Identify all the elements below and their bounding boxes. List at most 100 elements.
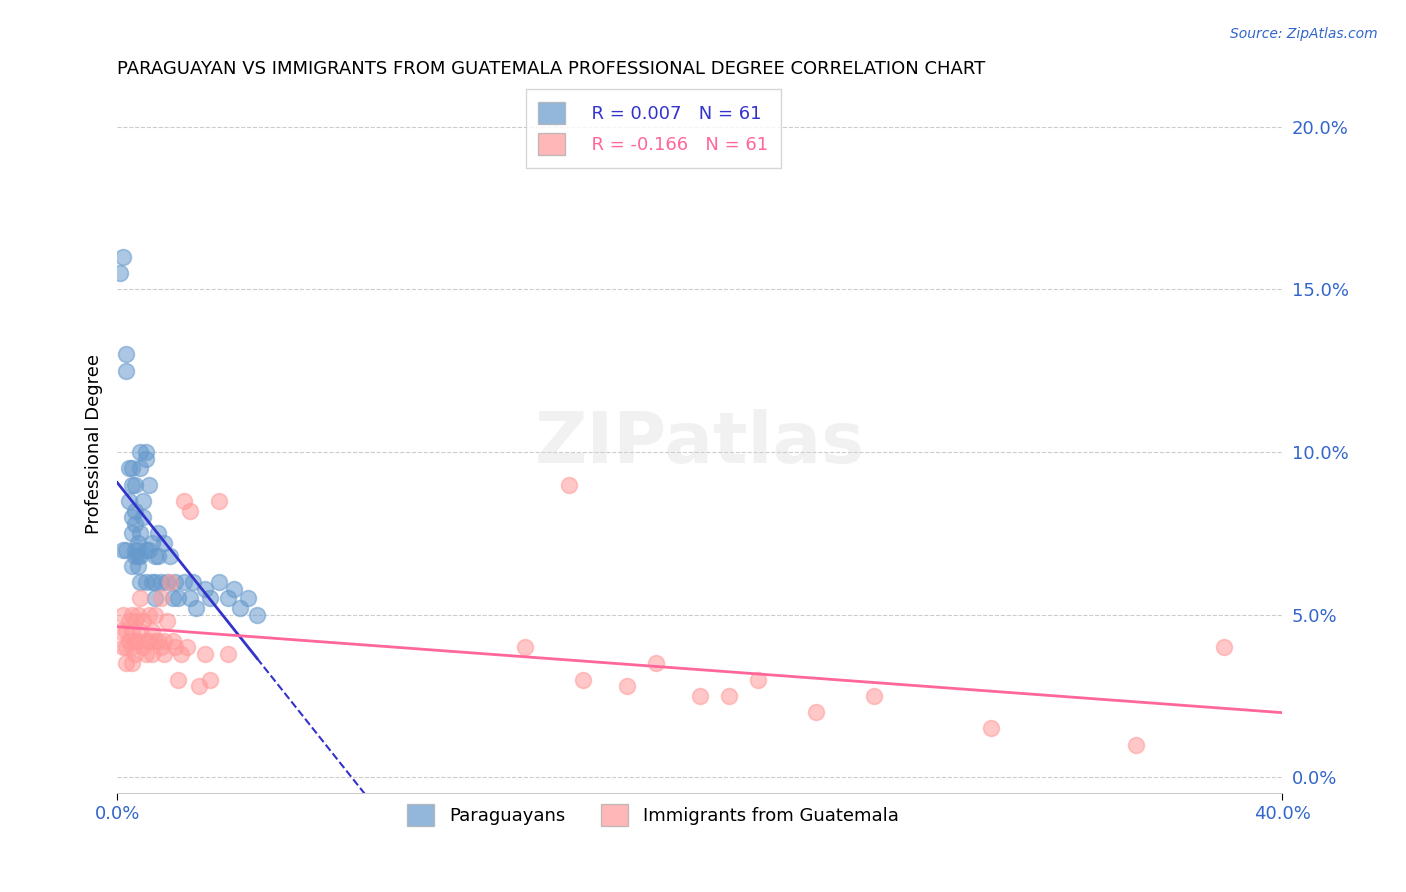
Point <box>162 591 184 606</box>
Point <box>141 536 163 550</box>
Point <box>124 542 146 557</box>
Point <box>115 640 138 654</box>
Point <box>804 705 827 719</box>
Point <box>1212 640 1234 654</box>
Legend: Paraguayans, Immigrants from Guatemala: Paraguayans, Immigrants from Guatemala <box>401 797 905 833</box>
Point <box>135 542 157 557</box>
Point <box>152 536 174 550</box>
Point <box>132 640 155 654</box>
Y-axis label: Professional Degree: Professional Degree <box>86 354 103 534</box>
Point <box>149 575 172 590</box>
Point <box>228 601 250 615</box>
Point <box>149 591 172 606</box>
Point <box>138 607 160 622</box>
Point <box>124 647 146 661</box>
Point <box>689 689 711 703</box>
Point <box>138 477 160 491</box>
Point <box>127 607 149 622</box>
Point <box>173 575 195 590</box>
Point <box>222 582 245 596</box>
Point <box>170 647 193 661</box>
Point <box>200 591 222 606</box>
Point <box>143 575 166 590</box>
Point <box>127 536 149 550</box>
Point <box>132 614 155 628</box>
Point <box>118 614 141 628</box>
Point <box>138 542 160 557</box>
Point <box>111 542 134 557</box>
Point <box>129 575 152 590</box>
Point <box>572 673 595 687</box>
Point <box>208 575 231 590</box>
Point <box>121 510 143 524</box>
Point <box>863 689 886 703</box>
Point <box>118 461 141 475</box>
Point <box>246 607 269 622</box>
Point <box>167 673 190 687</box>
Point <box>115 542 138 557</box>
Point <box>141 647 163 661</box>
Point <box>141 575 163 590</box>
Point <box>173 493 195 508</box>
Point <box>127 549 149 563</box>
Point <box>165 575 187 590</box>
Point <box>717 689 740 703</box>
Point <box>135 633 157 648</box>
Point <box>193 647 215 661</box>
Point <box>747 673 769 687</box>
Point <box>135 445 157 459</box>
Point <box>124 477 146 491</box>
Point <box>146 526 169 541</box>
Point <box>108 624 131 638</box>
Point <box>124 516 146 531</box>
Point <box>152 647 174 661</box>
Point <box>129 591 152 606</box>
Point <box>181 575 204 590</box>
Point <box>115 624 138 638</box>
Point <box>146 549 169 563</box>
Point <box>184 601 207 615</box>
Point <box>111 250 134 264</box>
Point <box>167 591 190 606</box>
Point <box>138 633 160 648</box>
Point <box>179 591 201 606</box>
Point <box>127 633 149 648</box>
Point <box>121 657 143 671</box>
Point <box>127 542 149 557</box>
Point <box>193 582 215 596</box>
Point <box>1125 738 1147 752</box>
Point <box>141 624 163 638</box>
Point <box>143 607 166 622</box>
Point <box>200 673 222 687</box>
Text: PARAGUAYAN VS IMMIGRANTS FROM GUATEMALA PROFESSIONAL DEGREE CORRELATION CHART: PARAGUAYAN VS IMMIGRANTS FROM GUATEMALA … <box>117 60 986 78</box>
Point <box>156 575 179 590</box>
Point <box>129 445 152 459</box>
Point <box>124 503 146 517</box>
Point <box>132 510 155 524</box>
Point <box>159 549 181 563</box>
Point <box>121 558 143 573</box>
Point <box>121 526 143 541</box>
Point <box>135 451 157 466</box>
Point <box>124 549 146 563</box>
Point <box>187 679 209 693</box>
Point <box>118 633 141 648</box>
Point <box>156 614 179 628</box>
Point <box>111 607 134 622</box>
Point <box>121 461 143 475</box>
Point <box>146 633 169 648</box>
Point <box>162 633 184 648</box>
Point <box>152 633 174 648</box>
Point <box>108 266 131 280</box>
Point <box>135 575 157 590</box>
Text: ZIPatlas: ZIPatlas <box>534 409 865 478</box>
Point <box>159 575 181 590</box>
Point <box>179 503 201 517</box>
Point <box>115 657 138 671</box>
Point <box>143 633 166 648</box>
Point <box>121 640 143 654</box>
Point <box>129 526 152 541</box>
Point <box>149 640 172 654</box>
Point <box>557 477 579 491</box>
Point <box>129 624 152 638</box>
